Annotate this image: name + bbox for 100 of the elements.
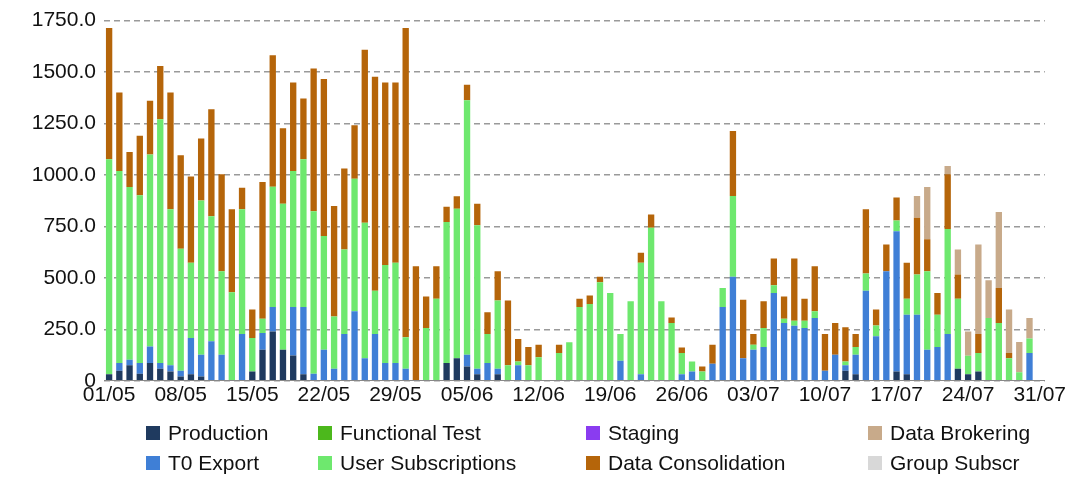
bar xyxy=(995,322,1002,381)
bar xyxy=(433,298,440,381)
bar xyxy=(975,371,982,381)
bar xyxy=(146,363,154,381)
bar xyxy=(770,258,778,286)
bar xyxy=(739,358,747,381)
x-tick-label: 26/06 xyxy=(655,382,709,406)
bar xyxy=(688,361,696,372)
legend-label: Group Subscr xyxy=(890,451,1020,475)
bar xyxy=(116,92,123,172)
bar xyxy=(515,361,522,366)
bar xyxy=(269,186,276,307)
bar xyxy=(187,262,195,338)
bar xyxy=(290,82,297,172)
bar xyxy=(382,265,389,364)
bar xyxy=(913,274,921,315)
bar xyxy=(872,309,880,326)
bar xyxy=(269,331,276,381)
bar xyxy=(463,100,471,355)
bar xyxy=(975,353,982,372)
bar xyxy=(157,65,164,120)
bar xyxy=(228,292,235,381)
bar xyxy=(658,301,665,381)
bar xyxy=(341,334,348,381)
bar xyxy=(453,196,460,209)
bar xyxy=(463,84,471,101)
bar xyxy=(709,344,716,364)
bar xyxy=(259,318,266,334)
bar xyxy=(126,187,133,360)
bar xyxy=(893,197,900,221)
bar xyxy=(535,344,542,358)
bar xyxy=(791,325,798,381)
y-tick-label: 250.0 xyxy=(43,316,96,340)
bar xyxy=(647,214,655,228)
bar xyxy=(279,203,287,350)
bar xyxy=(954,274,962,299)
x-tick-label: 29/05 xyxy=(369,382,422,406)
bar xyxy=(484,312,491,335)
bar xyxy=(146,346,154,364)
bar xyxy=(474,374,481,381)
bar xyxy=(136,363,143,374)
bar xyxy=(116,370,123,381)
bar xyxy=(197,354,205,377)
bar xyxy=(351,178,358,312)
bar xyxy=(116,171,123,364)
bar xyxy=(913,217,921,275)
bar xyxy=(750,344,757,350)
bar xyxy=(555,344,563,354)
bar xyxy=(750,334,757,345)
bar xyxy=(801,298,808,321)
bar xyxy=(1026,353,1033,381)
bar xyxy=(821,370,829,381)
bar xyxy=(187,374,195,381)
bar xyxy=(586,304,593,381)
bar xyxy=(116,363,123,371)
y-tick-label: 1500.0 xyxy=(31,58,96,82)
bar xyxy=(1005,353,1013,359)
bar xyxy=(842,370,849,381)
bar xyxy=(371,76,379,291)
bar xyxy=(320,349,328,381)
bar xyxy=(760,347,767,381)
bar xyxy=(453,208,460,359)
bar xyxy=(238,209,246,335)
bar xyxy=(515,339,522,362)
bar xyxy=(228,209,235,293)
bar xyxy=(197,200,205,355)
bar xyxy=(269,55,276,187)
bar xyxy=(903,262,910,299)
bar xyxy=(136,135,143,196)
bar xyxy=(443,206,450,223)
bar xyxy=(453,358,460,381)
y-tick-label: 750.0 xyxy=(43,213,96,237)
bar xyxy=(975,334,982,354)
bar xyxy=(913,314,921,381)
bar xyxy=(330,316,338,369)
bar xyxy=(668,317,675,323)
bar xyxy=(238,187,246,210)
bar xyxy=(842,365,849,371)
bar xyxy=(883,244,890,272)
bar xyxy=(105,28,113,160)
bar xyxy=(954,368,962,381)
bar xyxy=(617,334,624,361)
bar xyxy=(402,28,409,338)
y-tick-label: 1000.0 xyxy=(31,161,96,185)
bar xyxy=(944,174,951,229)
bar xyxy=(903,298,910,315)
bar xyxy=(1026,318,1033,339)
bar xyxy=(576,298,583,307)
bar xyxy=(627,301,634,381)
bar xyxy=(883,271,890,381)
bar xyxy=(811,318,818,381)
bar xyxy=(371,334,379,381)
bar xyxy=(729,130,737,196)
bar xyxy=(576,306,583,381)
bar xyxy=(269,306,276,332)
bar xyxy=(668,322,675,381)
bar xyxy=(709,363,716,381)
bar xyxy=(157,119,164,364)
bar xyxy=(126,359,133,366)
bar xyxy=(525,365,532,381)
